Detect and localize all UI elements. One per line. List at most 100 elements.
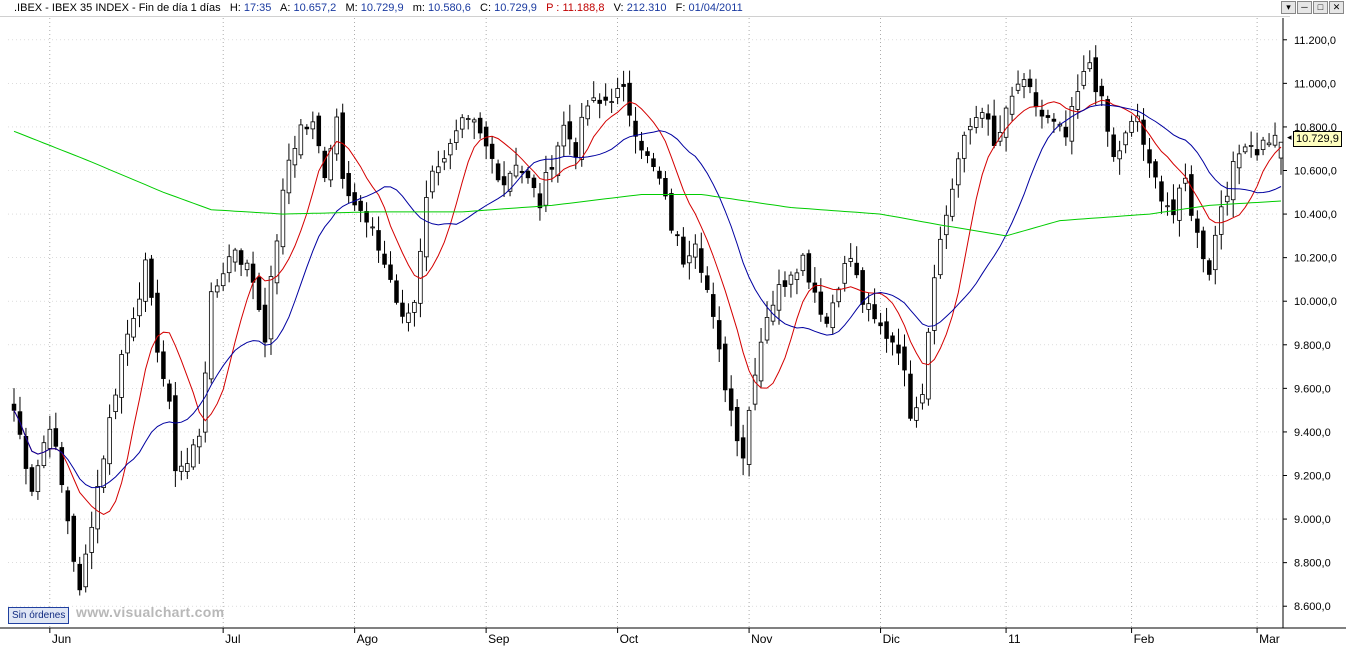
candle-body — [322, 150, 328, 179]
candle-body — [1069, 106, 1075, 142]
low-value: 10.580,6 — [428, 2, 471, 14]
candle-body — [710, 294, 716, 317]
candle-body — [1123, 132, 1128, 146]
candle-body — [896, 344, 901, 354]
candle-body — [985, 113, 991, 120]
candle-body — [854, 262, 859, 276]
candle-body — [848, 258, 853, 262]
candle-body — [519, 171, 525, 173]
candle-body — [1177, 187, 1182, 221]
y-tick-label: 10.000,0 — [1294, 296, 1337, 308]
candle-body — [1099, 85, 1104, 97]
candle-body — [1153, 161, 1158, 178]
candle-body — [1105, 99, 1110, 132]
y-tick-label: 8.800,0 — [1294, 558, 1331, 570]
candle-body — [59, 447, 65, 486]
candle-body — [53, 428, 59, 447]
candle-body — [71, 515, 77, 562]
last-price-pointer-icon: ◂ — [1287, 132, 1292, 142]
candle-body — [125, 333, 130, 354]
candle-body — [1021, 79, 1027, 87]
candle-body — [537, 193, 543, 209]
candle-body — [1147, 149, 1152, 164]
candle-body — [149, 258, 154, 298]
candle-body — [454, 130, 459, 143]
candle-body — [1111, 134, 1116, 158]
candle-body — [1242, 146, 1248, 153]
candle-body — [812, 282, 818, 293]
candle-body — [758, 341, 764, 382]
y-tick-label: 9.000,0 — [1294, 514, 1331, 526]
candle-body — [693, 243, 698, 258]
candle-body — [973, 117, 979, 128]
candle-body — [430, 170, 435, 193]
candle-body — [465, 118, 471, 120]
minimize-button[interactable]: ─ — [1297, 1, 1312, 14]
candle-body — [161, 351, 166, 379]
candle-body — [328, 148, 334, 181]
candle-body — [794, 272, 800, 280]
dropdown-button[interactable]: ▾ — [1281, 1, 1296, 14]
candle-body — [29, 467, 35, 492]
close-label: C: — [480, 2, 492, 14]
candle-body — [675, 234, 680, 237]
candle-body — [208, 291, 214, 380]
candle-body — [1266, 142, 1272, 146]
candle-body — [806, 253, 812, 283]
candle-body — [555, 145, 561, 177]
candle-body — [412, 302, 417, 313]
ma-fast-line — [13, 99, 1282, 515]
candle-body — [477, 117, 483, 134]
candle-body — [370, 226, 375, 229]
x-tick-label: Nov — [751, 632, 772, 646]
orders-button[interactable]: Sin órdenes — [8, 607, 70, 624]
candle-body — [95, 486, 100, 530]
candle-body — [1236, 153, 1242, 169]
y-tick-label: 8.600,0 — [1294, 601, 1331, 613]
candle-body — [65, 490, 71, 522]
candle-body — [280, 189, 286, 248]
candle-body — [1117, 150, 1122, 160]
maximize-button[interactable]: □ — [1313, 1, 1328, 14]
candle-body — [298, 124, 304, 156]
candle-body — [884, 321, 889, 339]
candle-body — [878, 322, 883, 327]
candle-body — [890, 335, 895, 343]
candle-body — [1195, 218, 1200, 233]
candle-body — [567, 121, 573, 140]
window-controls: ▾ ─ □ ✕ — [1281, 1, 1344, 15]
candle-body — [1033, 92, 1039, 108]
chart-header: .IBEX - IBEX 35 INDEX - Fin de día 1 día… — [0, 0, 1290, 17]
candle-body — [830, 302, 836, 329]
candle-body — [746, 409, 752, 465]
candle-body — [220, 273, 226, 287]
candle-body — [1165, 205, 1170, 208]
candle-body — [471, 119, 477, 123]
close-button[interactable]: ✕ — [1329, 1, 1344, 14]
candle-body — [1159, 181, 1164, 202]
x-tick-label: Oct — [620, 632, 639, 646]
candle-body — [334, 116, 339, 155]
candle-body — [131, 318, 136, 338]
y-tick-label: 10.800,0 — [1294, 122, 1337, 134]
candle-body — [705, 275, 710, 290]
candle-body — [436, 166, 441, 174]
last-price-box: 10.729,9 — [1293, 131, 1342, 147]
y-tick-label: 9.800,0 — [1294, 340, 1331, 352]
candle-body — [669, 193, 674, 231]
date-label: F: — [675, 2, 686, 14]
candle-body — [573, 142, 579, 158]
candle-body — [722, 343, 728, 391]
candle-body — [1189, 174, 1194, 216]
candle-body — [1201, 230, 1206, 260]
candle-body — [836, 288, 842, 303]
candle-body — [663, 178, 668, 197]
candle-body — [944, 214, 949, 236]
candle-body — [1129, 120, 1134, 133]
y-tick-label: 11.000,0 — [1294, 78, 1336, 90]
candle-body — [1087, 62, 1093, 70]
candle-body — [633, 120, 638, 137]
candle-body — [860, 270, 865, 305]
candle-body — [782, 280, 788, 287]
